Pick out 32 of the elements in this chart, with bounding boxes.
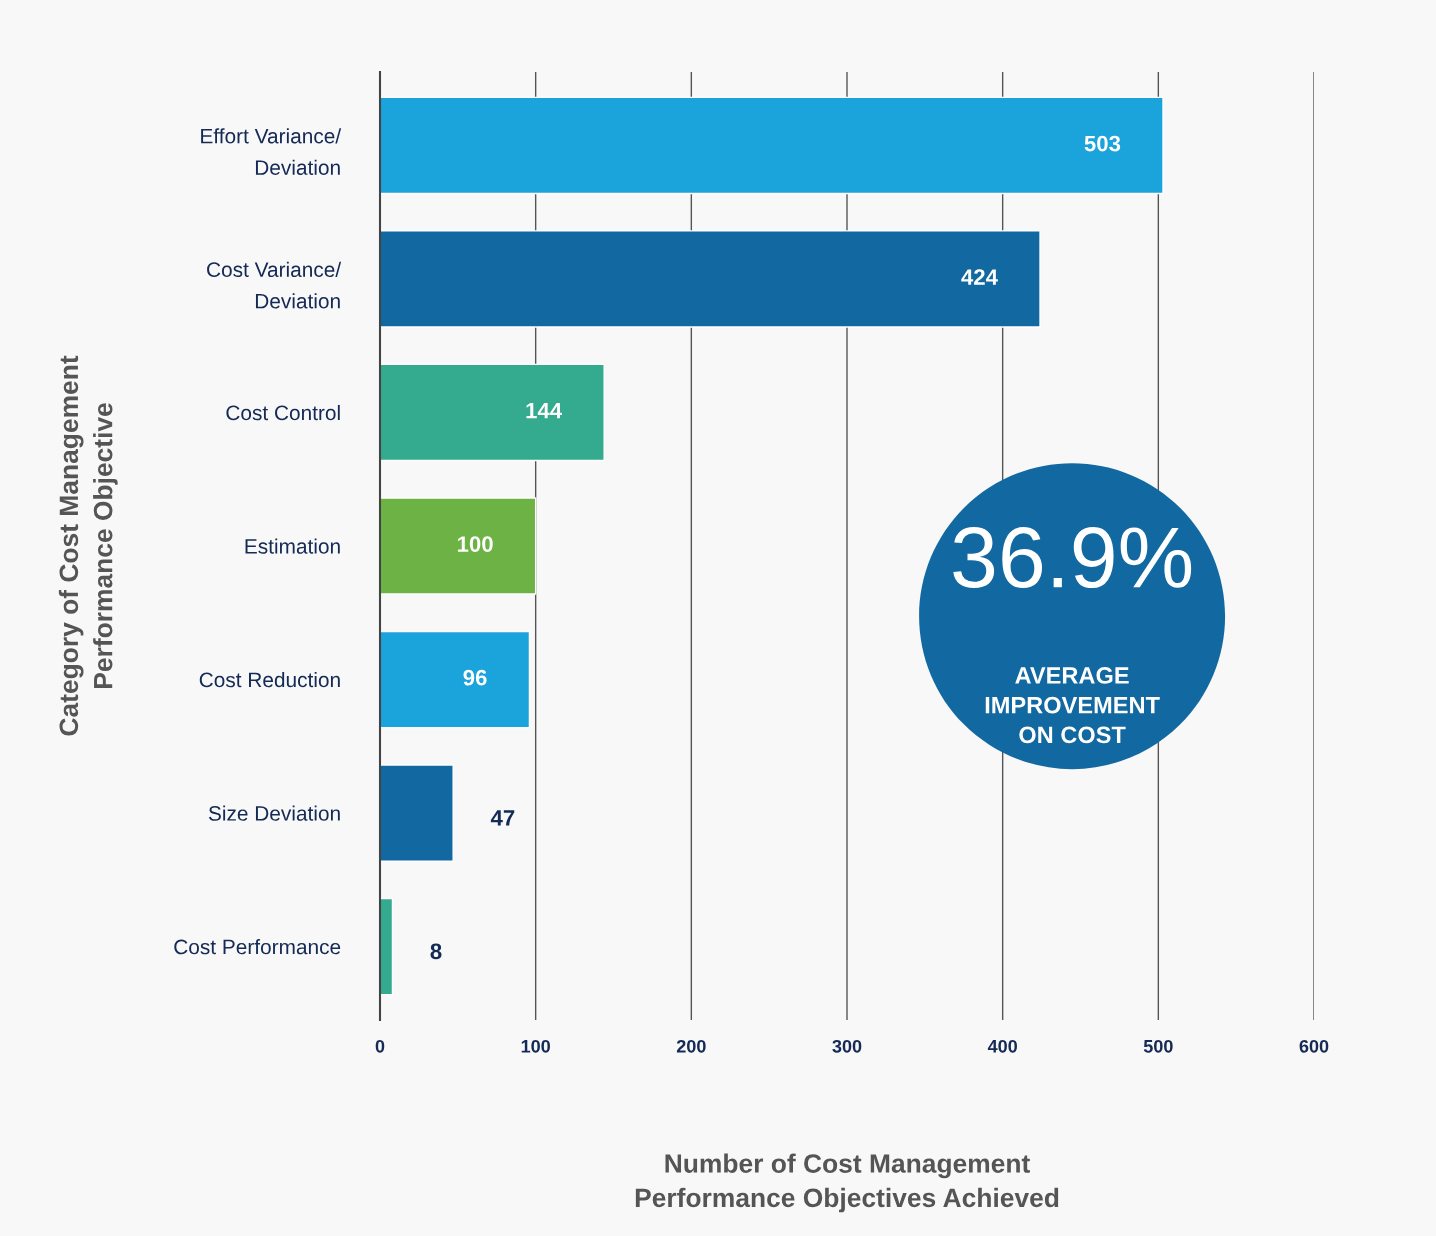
- data-label: 503: [1084, 135, 1121, 152]
- y-tick-label: Cost Performance: [174, 939, 341, 955]
- x-tick-label: 0: [375, 1039, 385, 1053]
- y-tick-label: Cost Reduction: [199, 671, 340, 688]
- y-tick-label: Effort Variance/ Deviation: [201, 128, 342, 175]
- y-tick-label: Cost Control: [226, 404, 340, 421]
- bar: [380, 764, 454, 862]
- data-label: 96: [463, 669, 487, 686]
- bar: [380, 230, 1041, 328]
- bar: [380, 897, 394, 996]
- x-tick-label: 200: [676, 1039, 706, 1053]
- x-tick-label: 500: [1143, 1039, 1173, 1053]
- y-tick-label: Cost Variance/ Deviation: [207, 261, 342, 309]
- x-axis-title: Number of Cost Management Performance Objectives Achieved: [635, 1153, 1059, 1213]
- x-tick-label: 300: [832, 1039, 862, 1053]
- bar: [380, 630, 531, 729]
- x-tick-label: 600: [1299, 1039, 1329, 1053]
- x-tick-label: 400: [987, 1039, 1017, 1053]
- data-label: 144: [526, 402, 563, 419]
- data-label: 47: [490, 810, 515, 826]
- annotation: AVERAGE IMPROVEMENT ON COST: [985, 667, 1160, 744]
- annotation: 36.9%: [953, 527, 1192, 589]
- data-label: 424: [961, 269, 998, 285]
- y-tick-label: Size Deviation: [208, 805, 340, 821]
- y-tick-label: Estimation: [245, 538, 340, 554]
- y-axis-title: Category of Cost Management Performance Objective: [58, 355, 118, 736]
- x-tick-label: 100: [521, 1039, 550, 1053]
- bar: [380, 363, 605, 462]
- bar: [380, 497, 537, 595]
- data-label: 8: [430, 943, 442, 960]
- bar: [380, 96, 1164, 195]
- data-label: 100: [457, 536, 493, 552]
